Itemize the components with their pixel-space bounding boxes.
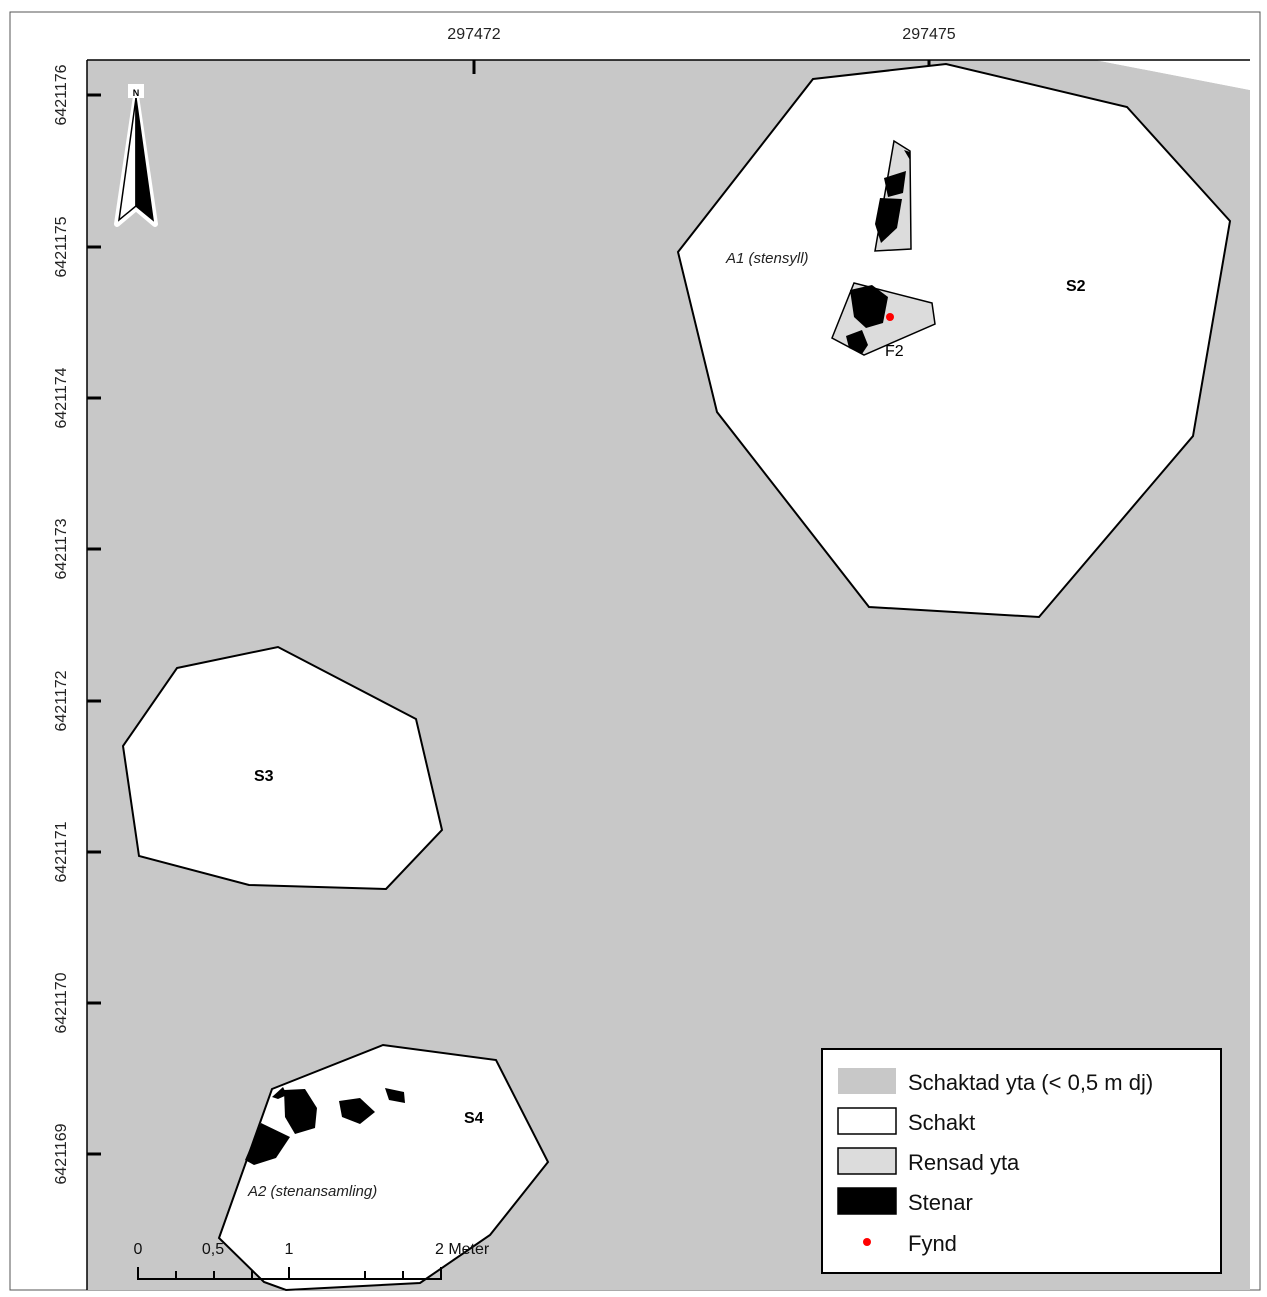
cleaned-area-swatch [837,1147,897,1175]
feature-a1-lower [831,282,936,356]
left-tick-label: 6421169 [53,1123,70,1184]
legend-label: Fynd [908,1231,957,1256]
find-f2-point-icon [886,313,894,321]
scale-bar: 0 0,5 1 2 Meter [134,1241,490,1280]
left-tick-label: 6421171 [53,821,70,882]
left-tick-label: 6421175 [53,216,70,277]
left-tick-label: 6421173 [53,518,70,579]
excavated-area-swatch [838,1068,896,1094]
top-tick-label: 297475 [902,26,955,43]
north-arrow-letter: N [133,88,140,98]
left-coordinate-axis: 6421176 6421175 6421174 6421173 6421172 … [53,60,101,1290]
stones-swatch [837,1187,897,1215]
top-coordinate-axis: 297472 297475 [87,26,1250,74]
trench-s2 [676,62,1232,619]
scale-label: 0,5 [202,1241,224,1258]
feature-a2-stones [245,1087,405,1165]
top-tick-label: 297472 [447,26,500,43]
legend-label: Schaktad yta (< 0,5 m dj) [908,1070,1153,1095]
left-tick-label: 6421176 [53,64,70,125]
trench-s3 [121,645,444,891]
feature-a2-label: A2 (stenansamling) [247,1183,377,1200]
scale-label: 0 [134,1241,143,1258]
north-arrow-icon: N [114,84,158,227]
trench-s3-label: S3 [254,768,274,785]
trench-s2-label: S2 [1066,278,1086,295]
trench-s4-label: S4 [464,1110,484,1127]
left-tick-label: 6421174 [53,367,70,428]
legend: Schaktad yta (< 0,5 m dj) Schakt Rensad … [821,1048,1222,1274]
find-f2-label: F2 [885,343,904,360]
feature-a1-label: A1 (stensyll) [725,250,809,267]
trench-swatch [837,1107,897,1135]
legend-label: Rensad yta [908,1150,1020,1175]
left-tick-label: 6421170 [53,972,70,1033]
scale-label: 1 [285,1241,294,1258]
map-edge-notch [1095,60,1250,90]
find-point-icon [863,1238,871,1246]
legend-label: Schakt [908,1110,975,1135]
legend-label: Stenar [908,1190,973,1215]
feature-a1-upper [874,139,912,252]
left-tick-label: 6421172 [53,670,70,731]
scale-label: 2 Meter [435,1241,490,1258]
